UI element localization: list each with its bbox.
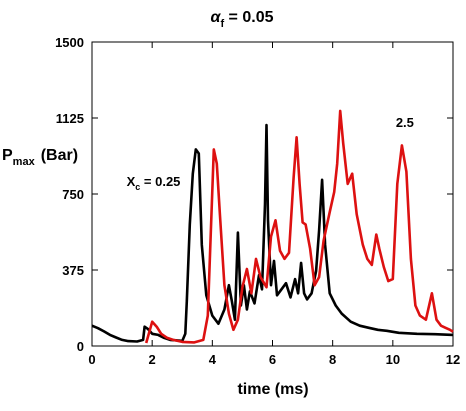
title-subscript: f: [220, 18, 224, 30]
series-annotation: Xc = 0.25: [127, 174, 181, 192]
x-axis-label: time (ms): [237, 381, 308, 398]
ticks-layer: 0 2 4 6 8 10 12 0 375 750 1125 1500: [55, 35, 460, 367]
x-tick-label: 12: [446, 352, 460, 367]
ylabel-subscript: max: [13, 156, 36, 168]
y-tick-label: 1125: [56, 111, 84, 126]
x-tick-label: 2: [149, 352, 156, 367]
x-tick-label: 6: [269, 352, 276, 367]
x-tick-label: 4: [209, 352, 217, 367]
x-tick-label: 0: [88, 352, 95, 367]
plot-area-frame: [91, 41, 454, 347]
y-tick-label: 750: [62, 187, 84, 202]
y-axis-label: Pmax (Bar): [2, 147, 78, 168]
series-layer: [91, 109, 454, 344]
ylabel-main: P: [2, 147, 13, 164]
chart-title: αf = 0.05: [211, 9, 274, 30]
y-tick-label: 1500: [55, 35, 84, 50]
series-line-red: [144, 109, 454, 344]
series-line-black: [91, 123, 454, 343]
title-rest: = 0.05: [224, 9, 273, 26]
x-tick-label: 8: [329, 352, 336, 367]
annotations-layer: Xc = 0.25 2.5: [127, 115, 414, 192]
y-tick-label: 0: [77, 339, 84, 354]
y-tick-label: 375: [62, 263, 84, 278]
x-tick-label: 10: [386, 352, 400, 367]
series-annotation: 2.5: [396, 115, 414, 130]
ylabel-unit: (Bar): [41, 147, 78, 164]
title-symbol: α: [211, 9, 222, 26]
